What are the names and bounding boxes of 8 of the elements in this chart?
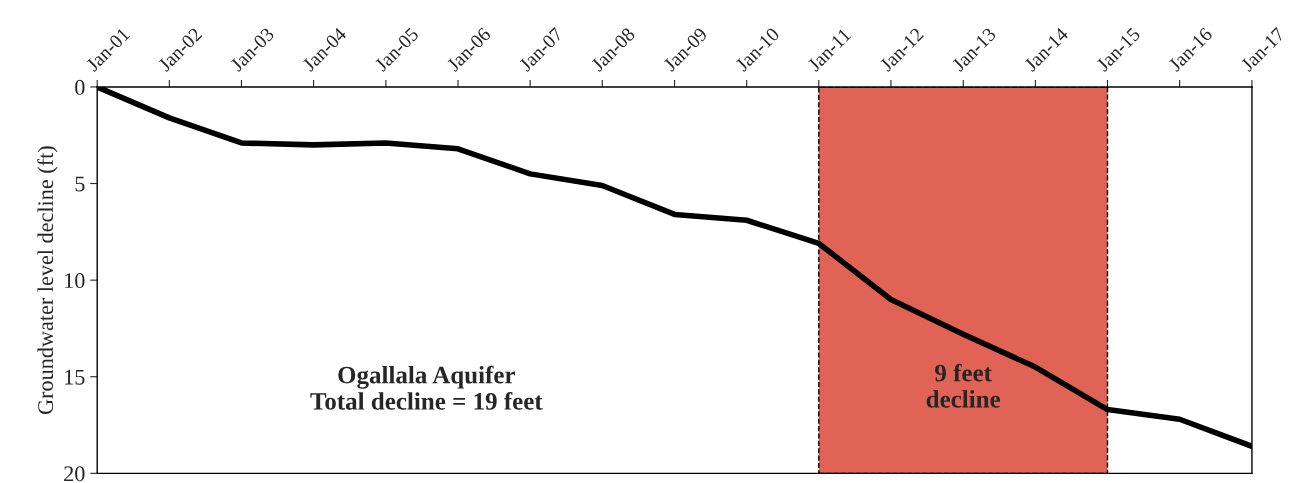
y-tick-label: 10 [65, 273, 85, 289]
y-tick-label: 15 [65, 369, 85, 385]
y-tick-label: 5 [75, 176, 85, 192]
y-axis-title: Groundwater level decline (ft) [37, 146, 58, 415]
y-tick-label: 20 [64, 466, 85, 482]
annotation: Ogallala Aquifer Total decline = 19 feet [310, 365, 543, 410]
band-label: 9 feet decline [926, 363, 1000, 408]
y-tick-label: 0 [75, 79, 85, 95]
